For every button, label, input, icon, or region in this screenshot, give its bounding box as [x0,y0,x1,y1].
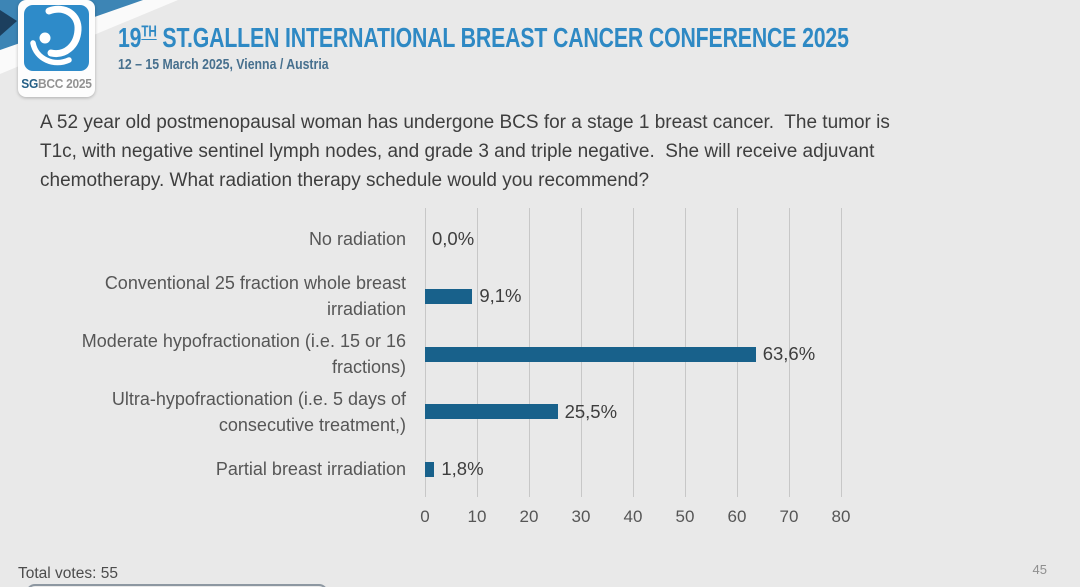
x-tick-label: 40 [623,507,643,526]
category-label: Moderate hypofractionation (i.e. 15 or 1… [81,330,406,377]
sgbcc-breast-icon [24,5,89,71]
logo-caption: SGBCC 2025 [21,76,92,91]
conference-title-text: ST.GALLEN INTERNATIONAL BREAST CANCER CO… [156,22,849,53]
category-label: Partial breast irradiation [215,459,406,480]
total-votes: Total votes: 55 [18,565,118,582]
conference-title: 19TH ST.GALLEN INTERNATIONAL BREAST CANC… [118,22,849,54]
conference-subtitle: 12 – 15 March 2025, Vienna / Austria [118,56,329,73]
gridline [840,208,842,497]
page-number: 45 [1032,562,1047,577]
x-tick-label: 70 [779,507,799,526]
logo-caption-sg: SG [21,76,39,91]
sgbcc-logo: SGBCC 2025 [18,0,95,97]
value-label: 63,6% [762,342,816,364]
logo-caption-rest: BCC 2025 [38,76,92,91]
value-label: 1,8% [441,458,484,480]
x-tick-label: 80 [831,507,851,526]
gridline [788,208,790,497]
x-tick-label: 0 [420,507,430,526]
x-tick-label: 20 [519,507,539,526]
x-tick-label: 10 [467,507,487,526]
value-label: 0,0% [432,227,475,249]
value-label: 9,1% [479,285,522,307]
conference-title-ordinal: TH [141,23,157,41]
x-tick-label: 60 [727,507,747,526]
value-label: 25,5% [564,400,618,422]
category-label: No radiation [308,228,406,249]
bar [425,404,558,420]
question-text: A 52 year old postmenopausal woman has u… [40,112,890,191]
bar [425,461,435,477]
category-label: Ultra-hypofractionation (i.e. 5 days of … [111,388,406,435]
bar [425,346,756,362]
bar [425,288,473,304]
conference-title-number: 19 [118,22,142,53]
category-label: Conventional 25 fraction whole breast ir… [104,273,406,320]
x-tick-label: 50 [675,507,695,526]
x-tick-label: 30 [571,507,591,526]
